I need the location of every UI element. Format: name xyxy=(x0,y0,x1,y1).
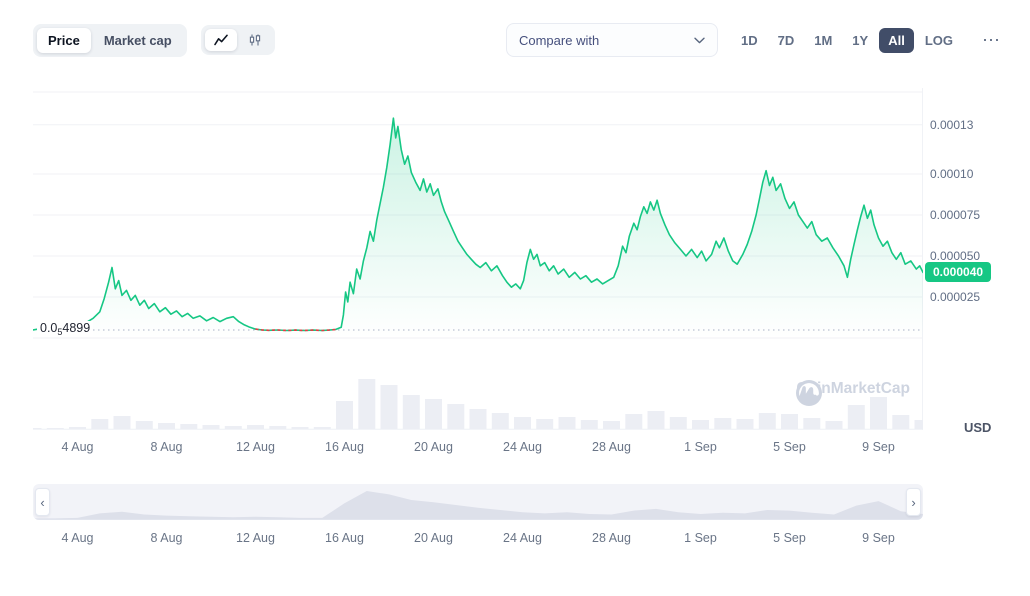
x-axis-label: 5 Sep xyxy=(773,531,806,545)
chart-type-toggle xyxy=(200,25,275,55)
y-axis-label: 0.00013 xyxy=(930,117,974,132)
y-axis-label: 0.000025 xyxy=(930,290,981,304)
range-button-1d[interactable]: 1D xyxy=(732,28,767,53)
metric-toggle: Price Market cap xyxy=(33,23,187,57)
range-button-7d[interactable]: 7D xyxy=(769,28,804,53)
x-axis-label: 24 Aug xyxy=(503,531,542,545)
x-axis-label: 28 Aug xyxy=(592,531,631,545)
x-axis-label: 1 Sep xyxy=(684,531,717,545)
navigator-selection xyxy=(33,484,923,520)
compare-with-label: Compare with xyxy=(518,32,600,48)
metric-toggle-price[interactable]: Price xyxy=(37,27,91,53)
chart-toolbar: Price Market cap xyxy=(33,22,1006,58)
range-button-1m[interactable]: 1M xyxy=(805,28,841,53)
x-axis-label: 9 Sep xyxy=(862,531,895,545)
x-axis-label: 5 Sep xyxy=(773,440,806,454)
range-buttons: 1D 7D 1M 1Y All LOG xyxy=(732,27,962,53)
line-chart-type-button[interactable] xyxy=(204,29,237,51)
x-axis-label: 24 Aug xyxy=(503,440,542,454)
chevron-down-icon xyxy=(694,37,705,43)
x-axis-label: 20 Aug xyxy=(414,531,453,545)
x-axis-label: 4 Aug xyxy=(61,440,94,454)
x-axis-label: 9 Sep xyxy=(862,440,895,454)
y-axis-label: 0.000075 xyxy=(930,208,981,222)
x-axis-label: 20 Aug xyxy=(414,440,453,454)
x-axis-label: 8 Aug xyxy=(150,531,183,545)
watermark-text: CoinMarketCap xyxy=(796,380,910,397)
more-options-button[interactable]: ⋯ xyxy=(976,29,1006,51)
navigator[interactable]: ‹ › xyxy=(33,484,923,520)
navigator-left-handle[interactable]: ‹ xyxy=(35,488,50,516)
x-axis-label: 12 Aug xyxy=(236,531,275,545)
currency-label: USD xyxy=(964,420,992,435)
y-axis-label: 0.000050 xyxy=(930,249,981,263)
x-axis-label: 4 Aug xyxy=(61,531,94,545)
range-button-all[interactable]: All xyxy=(879,27,914,53)
range-button-log[interactable]: LOG xyxy=(916,28,962,53)
x-axis-label: 28 Aug xyxy=(592,440,631,454)
metric-toggle-market-cap[interactable]: Market cap xyxy=(93,28,183,53)
coinmarketcap-logo-icon xyxy=(796,380,823,406)
navigator-right-handle[interactable]: › xyxy=(906,488,921,516)
candlestick-chart-type-button[interactable] xyxy=(239,29,271,51)
price-chart[interactable]: 0.054899 CoinMarketCap xyxy=(33,88,923,430)
y-axis-label: 0.00010 xyxy=(930,167,974,181)
compare-with-dropdown[interactable]: Compare with xyxy=(505,23,718,57)
price-chart-canvas[interactable] xyxy=(33,88,923,430)
current-price-badge: 0.000040 xyxy=(925,262,992,283)
navigator-mini-chart xyxy=(33,491,923,520)
candlestick-icon xyxy=(249,34,260,46)
watermark: CoinMarketCap xyxy=(796,380,910,406)
x-axis-main: 4 Aug 8 Aug 12 Aug 16 Aug 20 Aug 24 Aug 28 Aug… xyxy=(33,440,923,456)
baseline-price-label: 0.054899 xyxy=(37,320,94,337)
x-axis-label: 16 Aug xyxy=(325,440,364,454)
x-axis-label: 16 Aug xyxy=(325,531,364,545)
x-axis-navigator: 4 Aug 8 Aug 12 Aug 16 Aug 20 Aug 24 Aug 28 Aug… xyxy=(33,531,923,547)
x-axis-label: 1 Sep xyxy=(684,440,717,454)
x-axis-label: 12 Aug xyxy=(236,440,275,454)
range-button-1y[interactable]: 1Y xyxy=(843,28,877,53)
line-chart-icon xyxy=(213,34,228,46)
x-axis-label: 8 Aug xyxy=(150,440,183,454)
